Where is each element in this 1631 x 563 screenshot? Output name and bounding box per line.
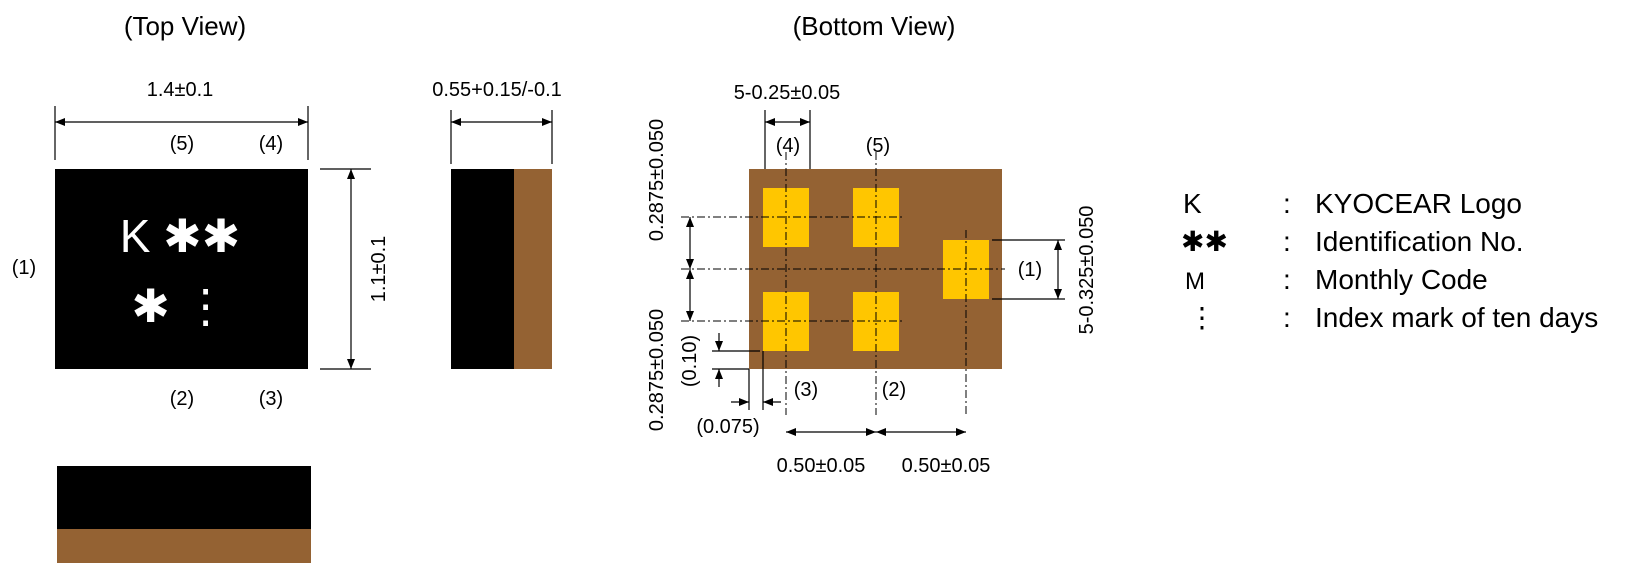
top-view-title: (Top View) [124,11,246,41]
top-marking-line1: K ✱✱ [120,210,241,262]
offset-x-dim: (0.075) [696,416,759,438]
legend-text-index: Index mark of ten days [1315,302,1598,333]
bottom-pin1-label: (1) [1018,259,1042,281]
top-package-body [55,169,308,369]
top-marking-line2: ✱ ⋮ [131,280,228,332]
pitch-lower-dim: 0.2875±0.050 [646,309,668,431]
side-thickness-dim: 0.55+0.15/-0.1 [432,79,562,101]
pitch-x2-dim: 0.50±0.05 [902,455,991,477]
front-view-electrode [57,529,311,563]
legend-symbol-monthly: M [1185,268,1205,295]
legend-symbol-logo: K [1183,188,1202,219]
bottom-pin5-label: (5) [866,135,890,157]
legend-colon: : [1283,226,1291,257]
pitch-x1-dim: 0.50±0.05 [777,455,866,477]
legend-symbol-id: ✱✱ [1181,226,1228,257]
bottom-pin2-label: (2) [882,379,906,401]
front-view-body [57,466,311,529]
top-width-dim: 1.4±0.1 [147,79,214,101]
side-view-body [451,169,514,369]
legend-colon: : [1283,188,1291,219]
pitch-upper-dim: 0.2875±0.050 [646,119,668,241]
bottom-pin3-label: (3) [794,379,818,401]
side-view-electrode [514,169,552,369]
legend-symbol-index: ⋮ [1188,302,1216,333]
bottom-view-title: (Bottom View) [793,11,956,41]
legend-text-logo: KYOCEAR Logo [1315,188,1522,219]
top-height-dim: 1.1±0.1 [368,236,390,303]
top-pin3-label: (3) [259,388,283,410]
bottom-pad-width-dim: 5-0.25±0.05 [734,82,841,104]
legend-text-id: Identification No. [1315,226,1524,257]
legend: K : KYOCEAR Logo ✱✱ : Identification No.… [1181,188,1598,333]
legend-colon: : [1283,302,1291,333]
bottom-pin4-label: (4) [776,135,800,157]
legend-text-monthly: Monthly Code [1315,264,1488,295]
offset-y-dim: (0.10) [679,335,701,387]
top-pin4-label: (4) [259,133,283,155]
pad-height-dim: 5-0.325±0.050 [1076,206,1098,335]
top-pin5-label: (5) [170,133,194,155]
top-pin1-label: (1) [12,257,36,279]
top-pin2-label: (2) [170,388,194,410]
legend-colon: : [1283,264,1291,295]
